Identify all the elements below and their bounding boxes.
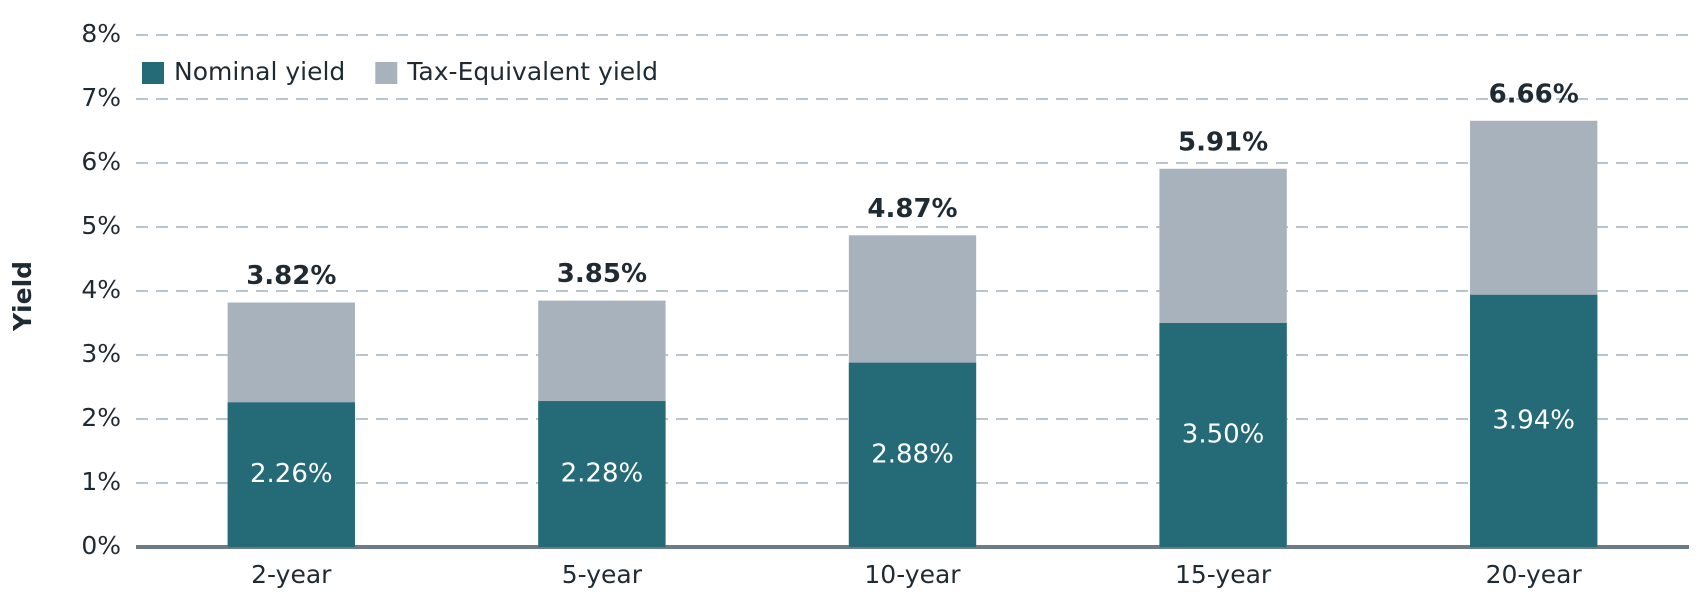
y-axis-label: Yield	[8, 261, 37, 332]
data-label: 3.85%	[557, 259, 647, 289]
y-tick-label: 1%	[81, 467, 121, 496]
y-tick-label: 4%	[81, 275, 121, 304]
y-tick-label: 3%	[81, 339, 121, 368]
bar	[848, 362, 977, 547]
data-label: 2.28%	[561, 459, 644, 489]
legend-swatch	[375, 62, 398, 84]
bar	[538, 401, 666, 547]
legend-label: Tax-Equivalent yield	[406, 57, 658, 86]
y-tick-label: 6%	[81, 147, 121, 176]
x-tick-label: 20-year	[1486, 560, 1583, 589]
bar	[1470, 294, 1598, 547]
data-label: 6.66%	[1489, 79, 1579, 109]
bar	[227, 402, 355, 547]
y-tick-label: 2%	[81, 403, 121, 432]
y-tick-label: 0%	[81, 531, 121, 560]
x-tick-label: 5-year	[562, 560, 643, 589]
bar	[1159, 323, 1287, 547]
legend-swatch	[142, 62, 164, 84]
x-tick-label: 10-year	[864, 560, 961, 589]
legend-label: Nominal yield	[174, 57, 345, 86]
y-tick-label: 5%	[81, 211, 121, 240]
data-label: 3.50%	[1182, 420, 1265, 450]
y-tick-label: 8%	[81, 19, 121, 48]
y-tick-label: 7%	[81, 83, 121, 112]
x-tick-label: 2-year	[251, 560, 332, 589]
data-label: 3.94%	[1492, 405, 1575, 435]
data-label: 3.82%	[246, 261, 336, 291]
data-label: 4.87%	[867, 194, 957, 224]
data-label: 2.26%	[250, 459, 333, 489]
x-tick-label: 15-year	[1175, 560, 1272, 589]
data-label: 2.88%	[871, 439, 954, 469]
data-label: 5.91%	[1178, 127, 1268, 157]
